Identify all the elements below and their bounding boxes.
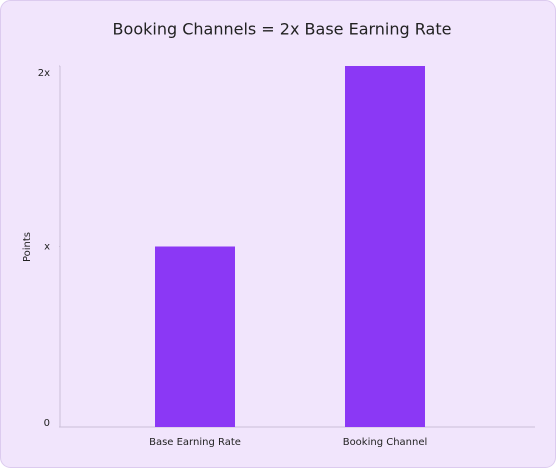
y-axis-label: Points <box>22 232 33 262</box>
x-tick-label: Base Earning Rate <box>149 437 241 448</box>
y-tick-label: 0 <box>44 418 50 429</box>
chart-title: Booking Channels = 2x Base Earning Rate <box>113 20 452 39</box>
y-tick-label: 2x <box>38 68 50 79</box>
bar <box>345 66 425 427</box>
bar <box>155 246 235 427</box>
y-tick-label: x <box>44 242 50 253</box>
x-tick-label: Booking Channel <box>343 437 428 448</box>
